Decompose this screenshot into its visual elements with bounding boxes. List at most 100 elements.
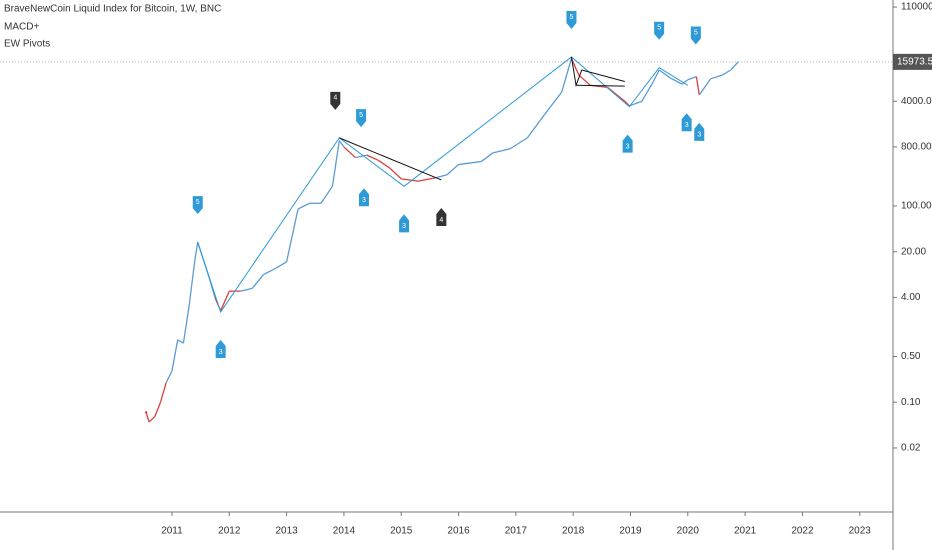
price-segment [670,77,683,85]
price-segment [297,202,310,210]
price-segment [188,259,196,306]
x-tick-label: 2013 [275,526,298,537]
x-tick-label: 2014 [333,526,356,537]
y-tick-label: 0.10 [901,397,921,408]
price-segment [458,160,482,166]
last-price-label: 15973.53 [897,57,932,68]
price-segment [377,159,391,169]
y-tick-label: 20.00 [901,246,926,257]
price-segment [561,58,573,93]
price-segment [331,140,340,187]
pivot-label: 3 [402,223,406,230]
price-segment [526,114,546,139]
price-segment [148,416,156,423]
price-segment [658,69,671,79]
x-tick-label: 2016 [447,526,470,537]
pivot-label: 5 [657,25,661,32]
price-segment [182,305,190,344]
price-segment [687,76,697,81]
pivot-marker [681,113,692,132]
wave-line [197,56,689,314]
price-segment [435,174,448,179]
last-price-box [893,53,932,70]
price-segment [652,69,660,82]
y-tick-label: 100.00 [901,201,932,212]
x-tick-label: 2017 [505,526,528,537]
x-tick-label: 2021 [734,526,757,537]
price-segment [159,382,167,403]
price-segment [607,86,626,102]
x-tick-label: 2022 [791,526,814,537]
wave-line [570,56,625,88]
y-tick-label: 4000.00 [901,96,932,107]
pivot-marker [436,207,447,226]
price-segment [285,208,299,262]
pivot-marker [694,122,705,141]
pivot-label: 3 [697,132,701,139]
pivot-label: 3 [219,349,223,356]
indicator-label: EW Pivots [4,39,50,50]
price-segment [730,61,739,71]
x-tick-label: 2020 [677,526,700,537]
price-segment [366,154,379,161]
price-segment [251,274,265,289]
price-segment [338,140,345,148]
pivot-marker [215,339,226,358]
y-tick-label: 0.50 [901,351,921,362]
price-segment [509,137,528,150]
indicator-label: MACD+ [4,22,39,33]
pivot-marker [399,214,410,233]
x-tick-label: 2023 [849,526,872,537]
pivot-marker [358,188,369,207]
pivot-label: 3 [685,122,689,129]
price-segment [389,167,402,180]
price-segment [629,100,643,107]
pivot-marker [192,196,203,215]
y-tick-label: 0.02 [901,443,921,454]
price-segment [320,185,333,204]
price-segment [481,152,494,162]
pivot-marker [690,26,701,45]
pivot-label: 5 [196,199,200,206]
chart-title: BraveNewCoin Liquid Index for Bitcoin, 1… [4,4,221,15]
price-segment [263,268,276,275]
price-segment [710,74,723,80]
y-tick-label: 4.00 [901,292,921,303]
price-segment [154,402,162,417]
x-tick-label: 2015 [390,526,413,537]
wave-line [339,137,442,181]
pivot-label: 4 [439,217,443,224]
price-segment [343,146,356,159]
price-segment [145,412,150,423]
pivot-marker [356,109,367,128]
pivot-label: 5 [359,112,363,119]
price-segment [721,69,732,76]
price-segment [695,76,700,95]
price-segment [401,178,419,182]
pivot-marker [566,10,577,29]
price-segment [570,58,580,76]
x-tick-label: 2012 [218,526,241,537]
price-segment [543,91,563,115]
y-tick-label: 800.00 [901,142,932,153]
wave-line [576,84,625,87]
pivot-marker [330,91,341,110]
pivot-label: 3 [362,197,366,204]
price-segment [624,100,630,107]
x-tick-label: 2019 [619,526,642,537]
pivot-marker [622,134,633,153]
y-tick-label: 110000.00 [901,2,932,13]
price-segment [165,370,173,383]
price-segment [274,261,287,270]
pivot-label: 4 [333,95,337,102]
price-segment [355,154,367,159]
pivot-marker [654,21,665,40]
price-segment [641,81,654,102]
pivot-label: 5 [569,14,573,21]
price-segment [194,242,199,261]
price-segment [240,287,253,292]
pivot-label: 3 [626,144,630,151]
price-segment [446,164,459,176]
